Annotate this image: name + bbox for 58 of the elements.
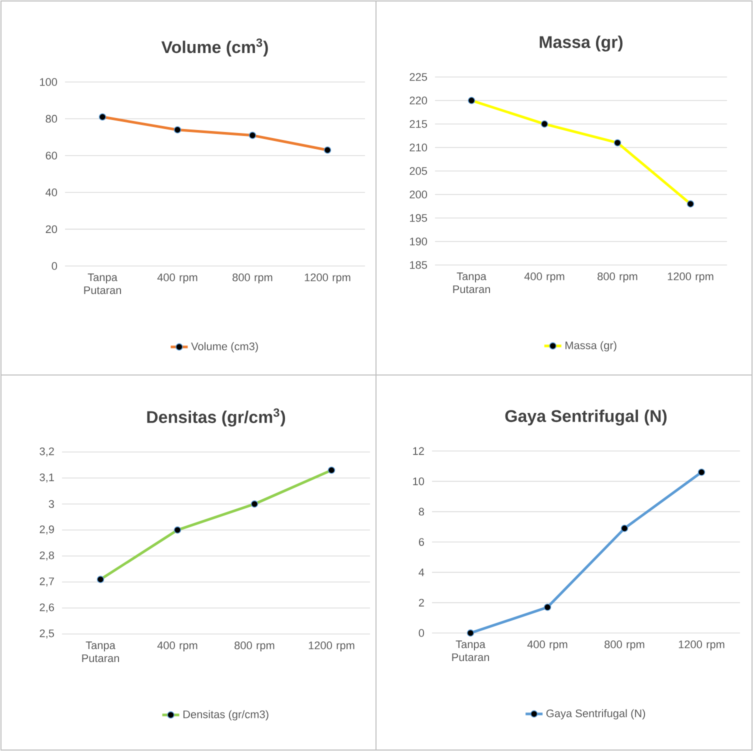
y-tick-label: 8 xyxy=(418,508,424,516)
x-tick-label: 400 rpm xyxy=(524,272,564,282)
point xyxy=(620,524,628,532)
y-tick-label: 3 xyxy=(48,500,54,508)
y-tick-label: 6 xyxy=(418,538,424,546)
x-tick-label: 800 rpm xyxy=(598,272,638,282)
x-tick-label: 800 rpm xyxy=(604,640,644,650)
chart-title: Gaya Sentrifugal (N) xyxy=(505,410,667,426)
y-tick-label: 100 xyxy=(40,78,58,86)
y-tick-label: 205 xyxy=(410,167,428,175)
legend-label: Gaya Sentrifugal (N) xyxy=(546,709,646,720)
y-tick-label: 210 xyxy=(410,144,428,152)
y-tick-label: 12 xyxy=(413,447,424,455)
y-tick-label: 2,7 xyxy=(40,577,54,587)
y-tick-label: 190 xyxy=(410,238,428,246)
y-tick-label: 200 xyxy=(410,190,428,198)
x-tick-label: 1200 rpm xyxy=(678,640,724,650)
x-tick-label: 1200 rpm xyxy=(308,642,354,652)
chart-title: Volume (cm$^{3}$) xyxy=(161,38,268,56)
y-tick-label: 215 xyxy=(410,120,428,128)
y-tick-label: 3,2 xyxy=(40,447,54,457)
y-tick-label: 2,5 xyxy=(40,629,54,639)
x-tick-label: Tanpa Putaran xyxy=(82,642,119,662)
x-tick-label: 400 rpm xyxy=(527,640,568,650)
x-tick-label: 1200 rpm xyxy=(304,274,350,284)
y-tick-label: 2 xyxy=(418,598,424,606)
x-tick-label: 400 rpm xyxy=(157,274,198,284)
point xyxy=(698,468,706,476)
y-tick-label: 0 xyxy=(52,262,58,270)
y-tick-label: 80 xyxy=(46,114,58,123)
y-tick-label: 220 xyxy=(410,96,428,104)
x-tick-label: 800 rpm xyxy=(234,642,274,652)
x-tick-label: 1200 rpm xyxy=(668,272,714,282)
y-tick-label: 3,1 xyxy=(40,473,54,483)
chart-title: Massa (gr) xyxy=(540,36,622,52)
y-tick-label: 0 xyxy=(418,629,424,637)
chart-title: Densitas (gr/cm$^{3}$) xyxy=(147,408,286,427)
x-tick-label: Tanpa Putaran xyxy=(453,272,490,294)
y-tick-label: 2,8 xyxy=(40,551,54,561)
y-tick-label: 20 xyxy=(46,225,58,234)
y-tick-label: 195 xyxy=(410,214,428,222)
x-tick-label: Tanpa Putaran xyxy=(84,274,121,294)
y-tick-label: 225 xyxy=(410,73,428,81)
y-tick-label: 2,6 xyxy=(40,603,54,613)
legend-label: Densitas (gr/cm3) xyxy=(183,710,268,720)
x-tick-label: 800 rpm xyxy=(232,274,272,284)
y-tick-label: 10 xyxy=(413,477,424,486)
y-tick-label: 40 xyxy=(46,188,58,196)
legend-label: Volume (cm3) xyxy=(191,342,258,352)
point xyxy=(544,604,552,611)
x-tick-label: Tanpa Putaran xyxy=(452,640,489,662)
point xyxy=(466,629,474,637)
y-tick-label: 60 xyxy=(46,152,58,160)
y-tick-label: 185 xyxy=(410,261,428,269)
y-tick-label: 4 xyxy=(418,568,424,576)
x-tick-label: 400 rpm xyxy=(157,642,198,652)
legend-label: Massa (gr) xyxy=(566,341,616,352)
y-tick-label: 2,9 xyxy=(40,525,54,535)
